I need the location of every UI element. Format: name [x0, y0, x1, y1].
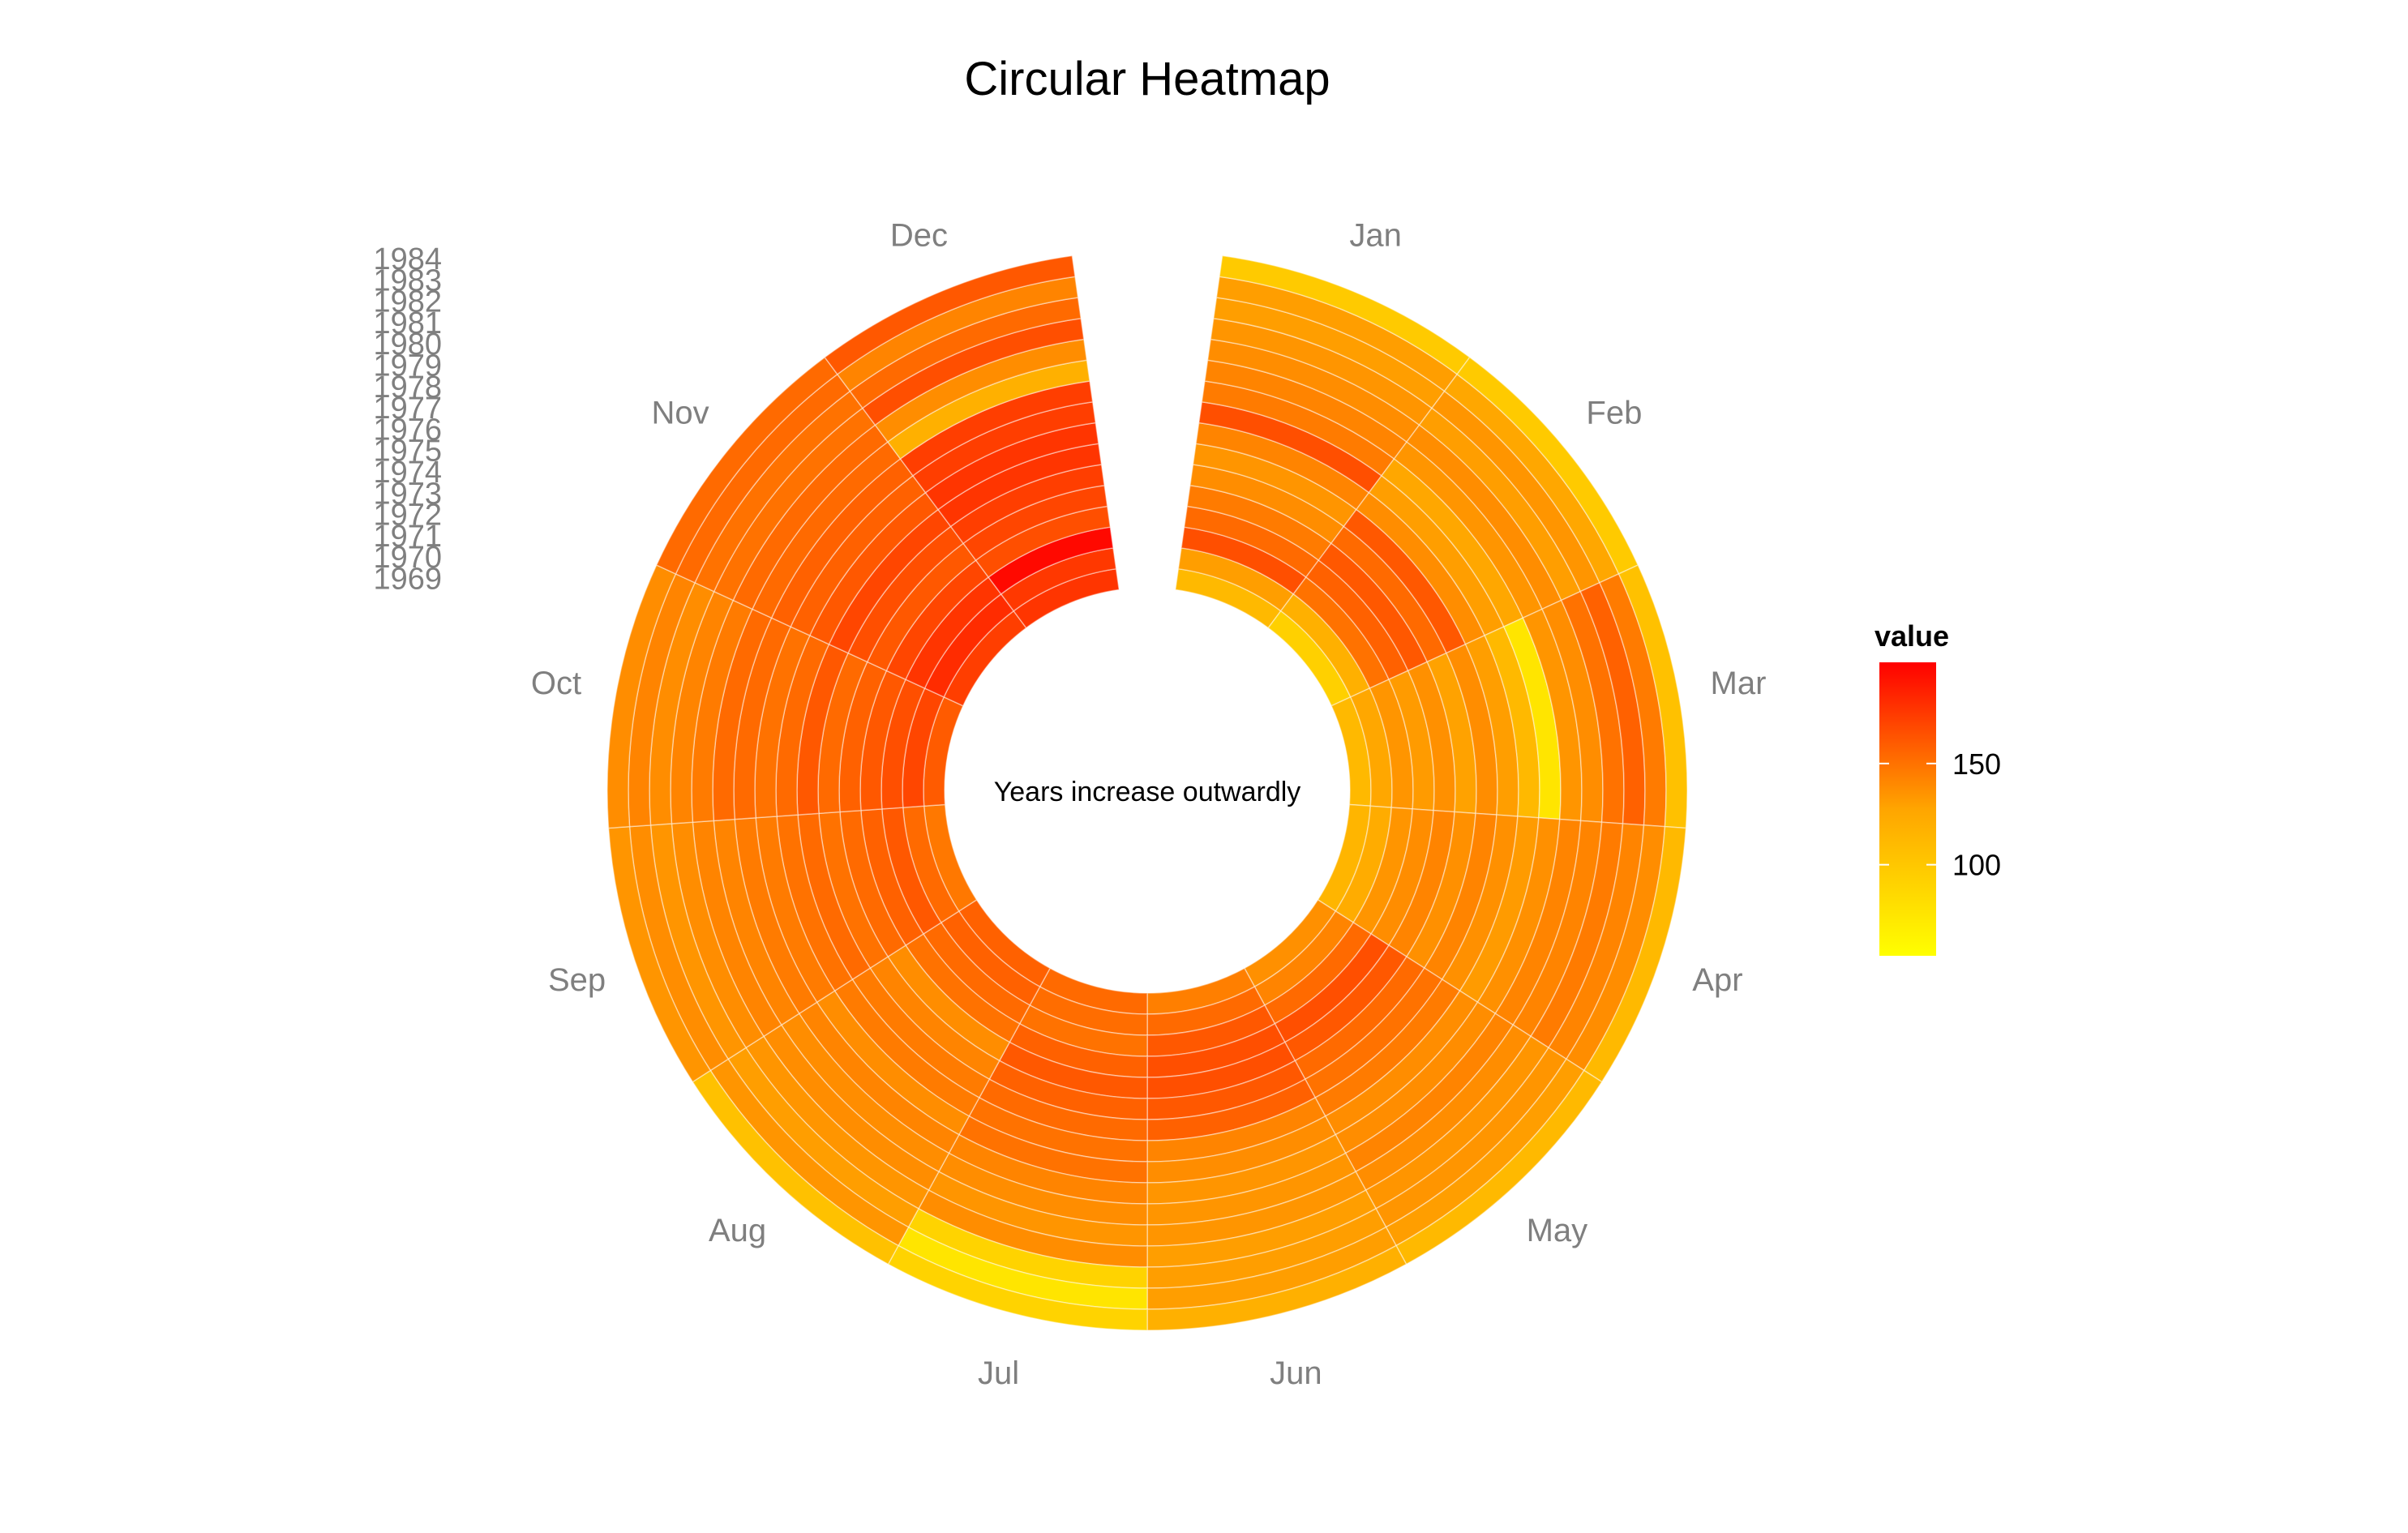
month-label-apr: Apr: [1692, 962, 1742, 998]
legend-title: value: [1875, 619, 1949, 653]
heatmap-cell-1970-dec: [1000, 547, 1117, 612]
legend-color-bar: [1879, 662, 1936, 956]
month-label-dec: Dec: [890, 218, 948, 254]
month-label-jun: Jun: [1270, 1355, 1322, 1391]
heatmap-cell-1974-may: [1294, 956, 1425, 1081]
heatmap-cells: [606, 255, 1688, 1331]
year-labels: 1969197019711972197319741975197619771978…: [373, 242, 442, 597]
heatmap-cell-1970-oct: [902, 687, 945, 808]
heatmap-cell-1980-apr: [1512, 820, 1603, 1038]
year-label-1977: 1977: [373, 392, 442, 426]
heatmap-cell-1977-dec: [911, 400, 1097, 494]
heatmap-cell-1984-dec: [824, 255, 1076, 375]
month-label-nov: Nov: [652, 396, 709, 431]
heatmap-cell-1980-mar: [1541, 599, 1604, 824]
heatmap-cell-1971-dec: [988, 526, 1114, 595]
heatmap-cell-1983-dec: [836, 276, 1079, 392]
heatmap-cell-1976-dec: [924, 422, 1099, 511]
month-label-feb: Feb: [1586, 396, 1642, 431]
heatmap-cell-1972-may: [1274, 933, 1390, 1043]
month-label-jul: Jul: [978, 1355, 1019, 1391]
year-label-1984: 1984: [373, 242, 442, 276]
heatmap-cell-1974-nov: [847, 525, 965, 663]
heatmap-cell-1980-oct: [691, 599, 753, 824]
heatmap-cell-1970-may: [1253, 910, 1355, 1006]
heatmap-cell-1983-mar: [1598, 572, 1667, 828]
month-label-may: May: [1527, 1213, 1588, 1248]
year-label-1975: 1975: [373, 435, 442, 469]
heatmap-cell-1972-aug: [904, 933, 1021, 1043]
legend-tick-label-150: 150: [1952, 747, 2001, 781]
heatmap-cell-1983-aug: [709, 1058, 910, 1247]
year-label-1976: 1976: [373, 413, 442, 447]
year-label-1979: 1979: [373, 349, 442, 383]
heatmap-cell-1974-mar: [1426, 652, 1477, 815]
heatmap-cell-1977-aug: [816, 990, 970, 1136]
year-label-1974: 1974: [373, 456, 442, 490]
year-label-1982: 1982: [373, 285, 442, 319]
heatmap-cell-1972-dec: [975, 505, 1112, 578]
heatmap-cell-1972-jan: [1183, 505, 1320, 578]
year-label-1978: 1978: [373, 370, 442, 405]
heatmap-cell-1979-dec: [886, 359, 1090, 460]
center-annotation: Years increase outwardly: [994, 777, 1301, 807]
month-label-aug: Aug: [709, 1213, 766, 1248]
heatmap-cell-1969-dec: [1013, 567, 1120, 629]
heatmap-cell-1970-apr: [1335, 805, 1393, 924]
year-label-1971: 1971: [373, 520, 442, 554]
year-label-1972: 1972: [373, 499, 442, 533]
month-labels: Jan Feb Mar Apr May Jun Jul Aug Sep Oct Nov Dec: [531, 218, 1767, 1391]
year-label-1980: 1980: [373, 328, 442, 362]
heatmap-cell-1972-oct: [859, 670, 906, 811]
month-label-oct: Oct: [531, 666, 581, 701]
heatmap-cell-1978-dec: [899, 380, 1094, 477]
heatmap-cell-1970-mar: [1349, 687, 1393, 808]
heatmap-cell-1972-mar: [1388, 670, 1435, 811]
year-label-1970: 1970: [373, 541, 442, 575]
color-legend: value 100 150: [1875, 619, 2001, 956]
heatmap-cell-1980-dec: [874, 338, 1088, 443]
year-label-1981: 1981: [373, 306, 442, 340]
heatmap-cell-1977-jul: [958, 1115, 1148, 1184]
heatmap-cell-1974-dec: [949, 464, 1105, 545]
year-label-1983: 1983: [373, 263, 442, 298]
heatmap-cell-1977-mar: [1484, 626, 1540, 819]
chart-title: Circular Heatmap: [964, 53, 1330, 105]
heatmap-cell-1974-oct: [817, 652, 868, 815]
month-label-jan: Jan: [1349, 218, 1402, 254]
heatmap-cell-1975-dec: [936, 443, 1103, 528]
month-label-sep: Sep: [548, 962, 606, 998]
year-label-1969: 1969: [373, 563, 442, 597]
month-label-mar: Mar: [1711, 666, 1767, 701]
heatmap-cell-1974-aug: [869, 956, 1000, 1081]
heatmap-cell-1980-may: [1355, 1024, 1532, 1192]
legend-tick-label-100: 100: [1952, 849, 2001, 882]
year-label-1973: 1973: [373, 477, 442, 511]
